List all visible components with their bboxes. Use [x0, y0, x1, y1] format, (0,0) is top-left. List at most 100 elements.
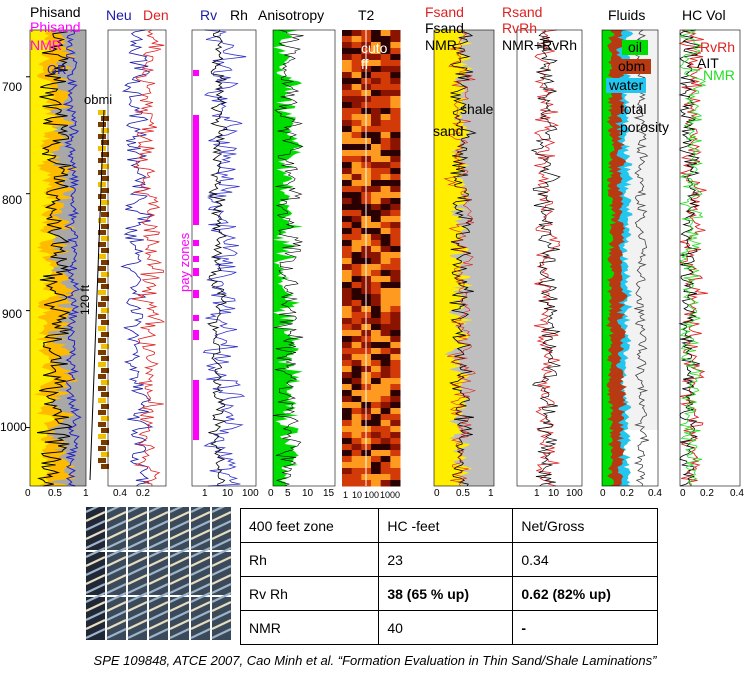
heatmap-cell — [371, 276, 382, 283]
heatmap-cell — [380, 228, 391, 235]
heatmap-cell — [380, 414, 391, 421]
heatmap-cell — [371, 30, 382, 37]
heatmap-cell — [371, 450, 382, 457]
heatmap-cell — [371, 414, 382, 421]
core-lamination — [190, 511, 211, 522]
t6-title-nmr: NMR — [425, 37, 457, 53]
heatmap-cell — [390, 126, 401, 133]
core-lamination — [106, 507, 121, 513]
obmi-strip-cell — [98, 362, 106, 367]
legend-ait: AIT — [697, 55, 719, 71]
heatmap-cell — [351, 42, 362, 49]
heatmap-cell — [342, 72, 353, 79]
core-photo-tile — [169, 547, 190, 595]
heatmap-cell — [351, 438, 362, 445]
x-tick: 0.5 — [48, 488, 62, 499]
obmi-strip-cell — [101, 176, 109, 181]
cutoff-label-2: ff — [361, 56, 369, 72]
heatmap-cell — [390, 228, 401, 235]
core-lamination — [106, 520, 127, 531]
heatmap-cell — [342, 156, 353, 163]
heatmap-cell — [380, 66, 391, 73]
core-photo-tile — [127, 547, 148, 595]
depth-label: 1000 — [0, 420, 27, 434]
heatmap-cell — [342, 312, 353, 319]
heatmap-cell — [342, 348, 353, 355]
legend-nmr: NMR — [703, 67, 735, 83]
heatmap-cell — [342, 258, 353, 265]
heatmap-cell — [380, 330, 391, 337]
heatmap-cell — [371, 54, 382, 61]
core-lamination — [190, 529, 211, 540]
obmi-strip-cell — [98, 290, 106, 295]
heatmap-cell — [342, 204, 353, 211]
x-tick: 1 — [488, 488, 494, 499]
heatmap-cell — [371, 240, 382, 247]
heatmap-cell — [390, 198, 401, 205]
heatmap-cell — [380, 474, 391, 481]
heatmap-cell — [380, 324, 391, 331]
t8-total-porosity-curve — [633, 29, 649, 487]
total-porosity-label-2: porosity — [620, 119, 670, 135]
heatmap-cell — [371, 102, 382, 109]
heatmap-cell — [351, 378, 362, 385]
heatmap-cell — [351, 402, 362, 409]
core-lamination — [169, 547, 190, 558]
heatmap-cell — [380, 294, 391, 301]
obmi-strip-cell — [98, 422, 106, 427]
heatmap-cell — [371, 462, 382, 469]
obmi-strip-cell — [98, 266, 106, 271]
t6-fsand-red-curve — [443, 29, 477, 487]
table-cell: Rv Rh — [239, 576, 380, 611]
core-lamination — [86, 583, 106, 594]
heatmap-cell — [380, 372, 391, 379]
obmi-strip-cell — [101, 416, 109, 421]
table-row: Rv Rh 38 (65 % up) 0.62 (82% up) — [239, 576, 658, 611]
heatmap-cell — [351, 48, 362, 55]
core-photo-tile — [211, 547, 232, 595]
x-tick: 100 — [364, 490, 380, 500]
heatmap-cell — [342, 48, 353, 55]
heatmap-cell — [351, 330, 362, 337]
pay-zone-bar — [193, 330, 199, 340]
heatmap-cell — [390, 210, 401, 217]
heatmap-cell — [342, 282, 353, 289]
core-lamination — [106, 574, 127, 585]
core-lamination — [169, 565, 190, 576]
obmi-strip-cell — [101, 284, 109, 289]
heatmap-cell — [371, 342, 382, 349]
heatmap-cell — [380, 300, 391, 307]
heatmap-cell — [380, 336, 391, 343]
heatmap-cell — [371, 114, 382, 121]
heatmap-cell — [380, 144, 391, 151]
heatmap-cell — [390, 90, 401, 97]
heatmap-cell — [351, 342, 362, 349]
core-lamination — [190, 628, 211, 639]
heatmap-cell — [390, 444, 401, 451]
t3-title-rh: Rh — [230, 7, 248, 23]
heatmap-cell — [380, 78, 391, 85]
core-photo-tile — [211, 507, 232, 550]
heatmap-cell — [390, 150, 401, 157]
heatmap-cell — [351, 336, 362, 343]
heatmap-cell — [342, 90, 353, 97]
core-lamination — [211, 529, 232, 540]
well-log-plot — [26, 29, 741, 487]
heatmap-cell — [342, 288, 353, 295]
heatmap-cell — [351, 300, 362, 307]
heatmap-cell — [351, 216, 362, 223]
legend-rvrh: RvRh — [700, 39, 736, 55]
core-lamination — [127, 507, 142, 513]
x-tick: 0.4 — [648, 488, 662, 499]
heatmap-cell — [351, 30, 362, 37]
heatmap-cell — [371, 216, 382, 223]
heatmap-cell — [342, 378, 353, 385]
obmi-strip-cell — [98, 182, 106, 187]
heatmap-cell — [380, 246, 391, 253]
heatmap-cell — [342, 462, 353, 469]
heatmap-cell — [380, 360, 391, 367]
obmi-strip-cell — [98, 458, 106, 463]
table-header: Net/Gross — [512, 508, 658, 543]
obmi-label: obmi — [84, 92, 113, 107]
table-row: NMR 40 - — [239, 610, 658, 645]
